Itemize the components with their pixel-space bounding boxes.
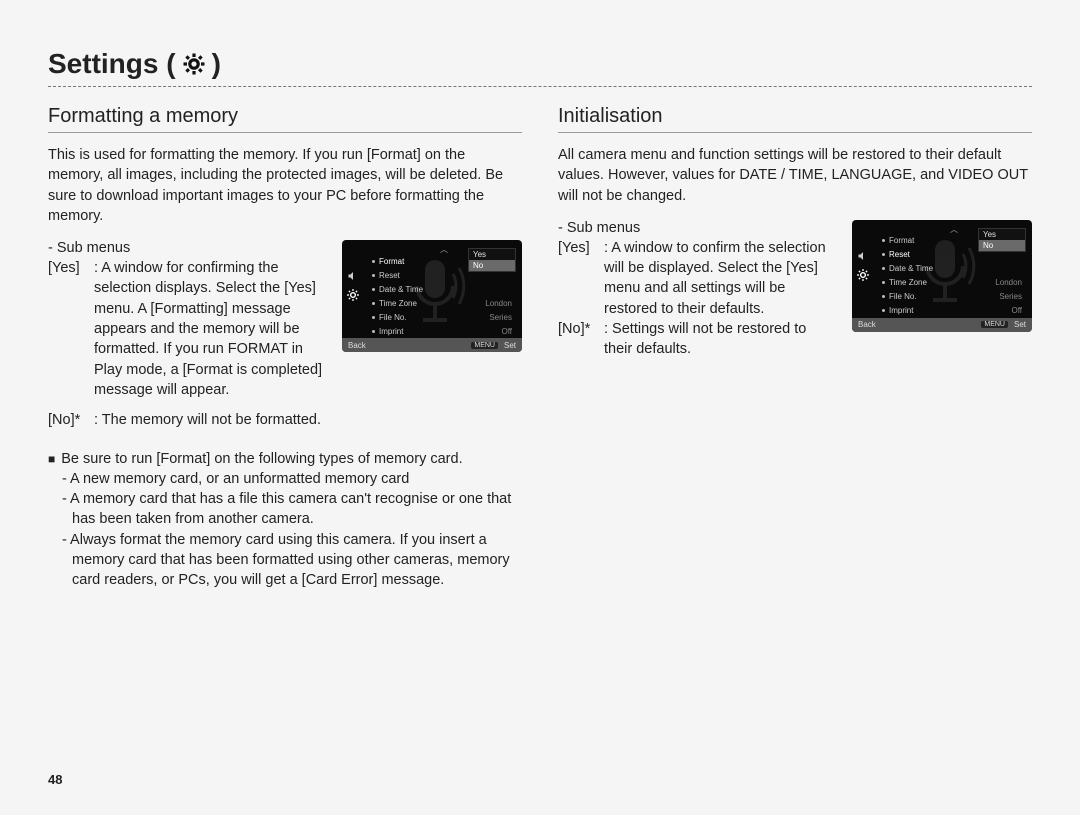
back-label: Back	[858, 320, 876, 329]
left-sub-label: - Sub menus	[48, 240, 328, 256]
back-label: Back	[348, 341, 366, 350]
gear-icon	[856, 268, 870, 282]
menu-button-icon: MENU	[471, 342, 498, 349]
menu-row: ImprintOff	[370, 324, 518, 338]
right-no-key: [No]*	[558, 319, 604, 360]
gear-icon	[346, 288, 360, 302]
left-no-text: : The memory will not be formatted.	[94, 410, 522, 430]
menu-row: Date & Time	[880, 262, 1028, 276]
left-yes-key: [Yes]	[48, 258, 94, 400]
menu-row: Time ZoneLondon	[880, 276, 1028, 290]
right-yes-key: [Yes]	[558, 238, 604, 319]
camera-menu-thumbnail: ︿FormatResetDate & TimeTime ZoneLondonFi…	[342, 240, 522, 352]
menu-row: Time ZoneLondon	[370, 296, 518, 310]
title-prefix: Settings (	[48, 48, 176, 80]
right-heading: Initialisation	[558, 105, 1032, 133]
note-item: - Always format the memory card using th…	[62, 530, 522, 591]
set-label: Set	[504, 341, 516, 350]
left-heading: Formatting a memory	[48, 105, 522, 133]
right-sub-label: - Sub menus	[558, 220, 838, 236]
left-no-key: [No]*	[48, 410, 94, 430]
menu-row: File No.Series	[370, 310, 518, 324]
popup-no: No	[979, 240, 1025, 251]
confirm-popup: YesNo	[978, 228, 1026, 252]
confirm-popup: YesNo	[468, 248, 516, 272]
menu-row: ImprintOff	[880, 304, 1028, 318]
menu-row: File No.Series	[880, 290, 1028, 304]
title-suffix: )	[212, 48, 221, 80]
right-yes-text: : A window to confirm the selection will…	[604, 238, 838, 319]
menu-button-icon: MENU	[981, 321, 1008, 328]
page-title: Settings ( )	[48, 48, 1032, 87]
left-column: Formatting a memory This is used for for…	[48, 105, 522, 591]
right-column: Initialisation All camera menu and funct…	[558, 105, 1032, 591]
sound-icon	[347, 270, 359, 282]
note-item: - A new memory card, or an unformatted m…	[62, 469, 522, 489]
set-label: Set	[1014, 320, 1026, 329]
gear-icon	[182, 52, 206, 76]
page-number: 48	[48, 772, 62, 787]
menu-row: Date & Time	[370, 282, 518, 296]
note-item: - A memory card that has a file this cam…	[62, 489, 522, 530]
popup-yes: Yes	[469, 249, 515, 260]
popup-no: No	[469, 260, 515, 271]
note-head-text: Be sure to run [Format] on the following…	[61, 449, 462, 469]
right-intro: All camera menu and function settings wi…	[558, 145, 1032, 206]
camera-menu-thumbnail: ︿FormatResetDate & TimeTime ZoneLondonFi…	[852, 220, 1032, 332]
right-no-text: : Settings will not be restored to their…	[604, 319, 838, 360]
sound-icon	[857, 250, 869, 262]
format-notes: ■ Be sure to run [Format] on the followi…	[48, 449, 522, 591]
popup-yes: Yes	[979, 229, 1025, 240]
left-intro: This is used for formatting the memory. …	[48, 145, 522, 226]
square-bullet-icon: ■	[48, 449, 55, 469]
thumb-footer: Back MENU Set	[852, 318, 1032, 332]
left-yes-text: : A window for confirming the selection …	[94, 258, 328, 400]
thumb-footer: Back MENU Set	[342, 338, 522, 352]
